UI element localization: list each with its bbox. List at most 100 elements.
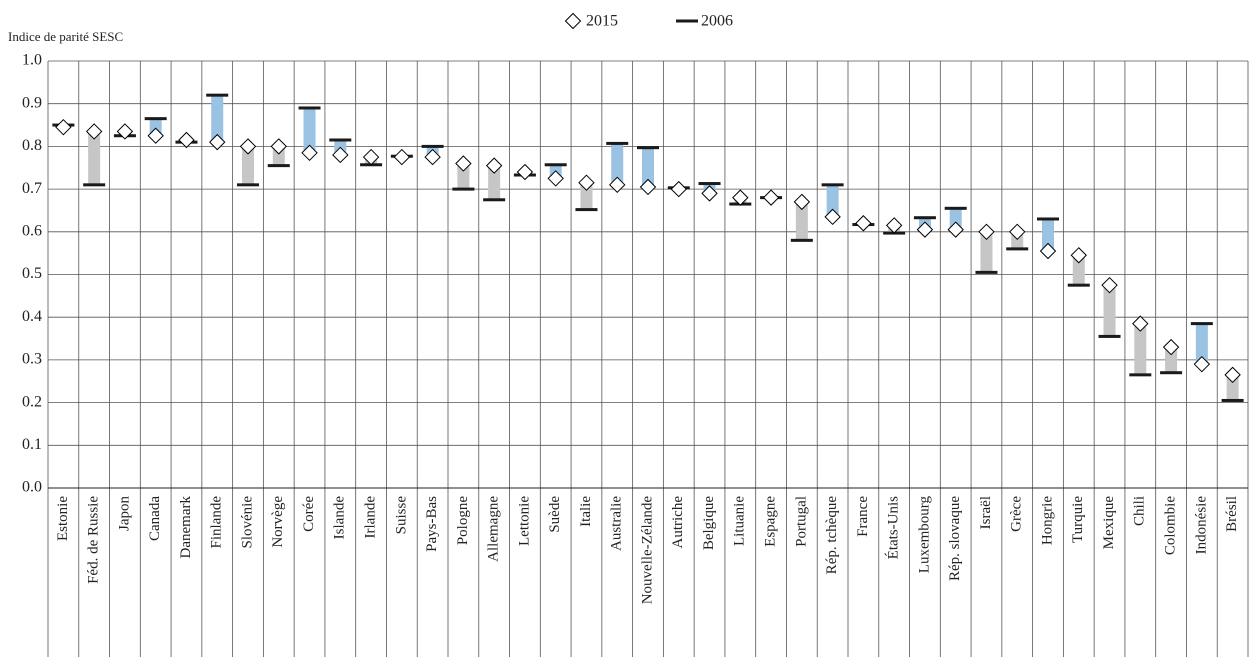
marker-2015: [762, 189, 780, 206]
y-tick-label: 0.7: [22, 180, 42, 197]
x-tick-label: Rép. tchèque: [824, 496, 840, 575]
x-tick-label: Lettonie: [516, 496, 532, 546]
x-tick-label: Danemark: [178, 496, 194, 559]
marker-2006: [1067, 283, 1090, 287]
marker-2015: [1070, 247, 1087, 264]
range-bar: [1226, 374, 1239, 401]
x-tick-label: Colombie: [1163, 496, 1179, 556]
marker-2015: [1039, 242, 1057, 260]
marker-2006: [1221, 398, 1244, 402]
marker-2015: [424, 148, 441, 166]
range-bar: [980, 231, 993, 273]
y-axis-label: Indice de parité SESC: [8, 29, 123, 44]
y-tick-label: 0.4: [22, 308, 42, 325]
x-tick-label: Nouvelle-Zélande: [639, 496, 655, 605]
range-bar: [88, 131, 101, 185]
range-bar: [611, 143, 624, 185]
marker-2006: [421, 144, 444, 148]
legend-marker: [676, 19, 698, 23]
x-tick-label: Indonésie: [1193, 496, 1209, 555]
x-tick-label: États-Unis: [885, 496, 902, 559]
range-bar: [1165, 347, 1178, 373]
marker-2006: [1037, 217, 1059, 221]
marker-2015: [116, 123, 134, 140]
x-tick-label: Lituanie: [732, 496, 748, 546]
range-bar: [457, 163, 470, 190]
range-bar: [211, 95, 224, 143]
x-tick-label: Pays-Bas: [424, 496, 440, 552]
marker-2015: [55, 118, 72, 136]
x-tick-label: Australie: [609, 496, 625, 551]
x-tick-label: Estonie: [55, 496, 71, 541]
legend-label: 2006: [701, 13, 733, 30]
x-tick-label: Japon: [116, 496, 132, 531]
marker-2015: [393, 148, 411, 166]
marker-2015: [1009, 223, 1026, 241]
marker-2006: [1190, 322, 1213, 326]
marker-2015: [578, 174, 595, 191]
x-tick-label: Italie: [578, 496, 594, 527]
x-tick-label: Canada: [147, 496, 163, 541]
marker-2006: [452, 187, 475, 191]
marker-2006: [575, 208, 598, 212]
marker-2006: [1129, 373, 1152, 377]
marker-2015: [978, 223, 995, 241]
marker-2015: [1101, 276, 1118, 294]
x-tick-label: Autriche: [670, 496, 686, 549]
legend-marker: [564, 12, 582, 30]
x-tick-label: Belgique: [701, 496, 717, 550]
marker-2006: [83, 183, 106, 187]
marker-2015: [824, 208, 841, 226]
marker-2015: [916, 221, 934, 238]
y-tick-label: 1.0: [22, 52, 42, 69]
y-tick-label: 0.1: [22, 436, 42, 453]
x-tick-label: Pologne: [455, 496, 471, 546]
range-bar: [580, 182, 593, 210]
marker-2015: [85, 123, 103, 140]
marker-2006: [544, 163, 567, 167]
marker-2015: [301, 144, 318, 162]
marker-2015: [516, 163, 534, 181]
marker-2015: [855, 215, 872, 232]
y-tick-label: 0.3: [22, 351, 42, 368]
marker-2015: [239, 138, 257, 155]
marker-2006: [298, 106, 321, 110]
marker-2015: [270, 138, 287, 155]
marker-2006: [206, 93, 229, 97]
x-tick-label: Hongrie: [1039, 496, 1055, 545]
marker-2006: [790, 238, 813, 242]
marker-2015: [701, 185, 718, 202]
x-tick-label: Irlande: [363, 496, 379, 539]
marker-2006: [975, 270, 998, 274]
x-tick-label: Islande: [332, 496, 348, 540]
x-tick-label: Rép. slovaque: [947, 496, 963, 581]
x-tick-label: Espagne: [763, 496, 779, 547]
marker-2006: [698, 182, 721, 186]
marker-2015: [547, 170, 564, 187]
range-bar: [303, 107, 316, 153]
marker-2006: [237, 183, 259, 187]
marker-2015: [1193, 355, 1211, 373]
range-bar: [795, 201, 808, 241]
marker-2015: [332, 146, 349, 164]
x-tick-label: Finlande: [209, 496, 225, 549]
marker-2015: [947, 221, 964, 238]
x-tick-label: Grèce: [1009, 496, 1025, 532]
marker-2015: [362, 148, 380, 166]
marker-2015: [1224, 366, 1241, 384]
marker-2015: [178, 131, 195, 149]
marker-2015: [1132, 315, 1149, 332]
x-tick-label: Suède: [547, 496, 563, 533]
x-tick-label: Slovénie: [239, 496, 255, 549]
range-bar: [642, 147, 654, 187]
marker-2006: [1006, 247, 1029, 251]
marker-2015: [455, 155, 472, 172]
marker-2015: [485, 157, 503, 174]
y-tick-label: 0.9: [22, 94, 42, 111]
y-tick-label: 0.5: [22, 265, 42, 282]
marker-2015: [609, 176, 626, 194]
marker-2006: [1160, 371, 1183, 375]
legend-label: 2015: [586, 13, 618, 30]
range-bar: [826, 184, 839, 217]
